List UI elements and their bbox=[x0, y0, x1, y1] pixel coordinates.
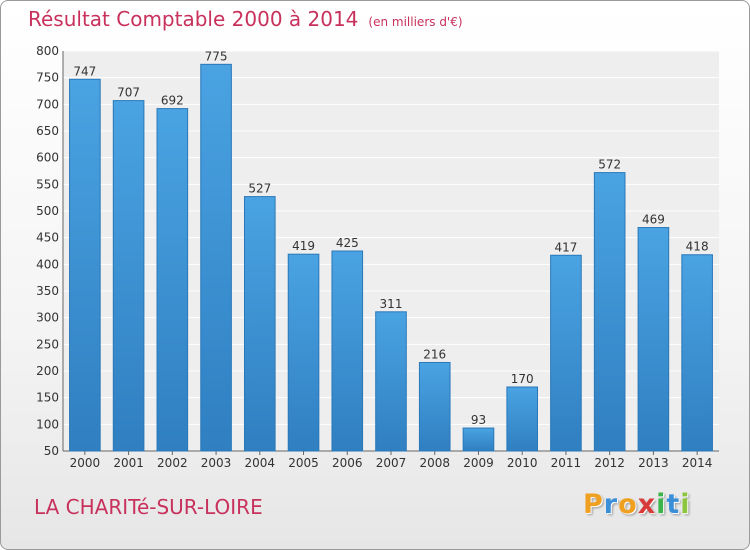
value-label-2002: 692 bbox=[161, 94, 184, 108]
logo-letter: t bbox=[666, 489, 681, 520]
x-tick-label-2004: 2004 bbox=[245, 456, 276, 470]
bar-2013 bbox=[637, 227, 670, 452]
bar-2002 bbox=[156, 108, 189, 452]
bar-2014 bbox=[681, 254, 713, 452]
city-name: LA CHARITé-SUR-LOIRE bbox=[34, 495, 263, 519]
value-label-2011: 417 bbox=[554, 240, 577, 254]
y-tick-label: 550 bbox=[36, 177, 59, 191]
x-tick-label-2014: 2014 bbox=[682, 456, 713, 470]
y-tick-label: 450 bbox=[36, 231, 59, 245]
bar-2000 bbox=[69, 78, 101, 452]
logo-letter: i bbox=[680, 489, 691, 520]
value-label-2000: 747 bbox=[73, 64, 96, 78]
bar-2004 bbox=[243, 196, 276, 452]
x-tick-label-2003: 2003 bbox=[201, 456, 232, 470]
y-tick-label: 650 bbox=[36, 124, 59, 138]
x-tick-label-2013: 2013 bbox=[638, 456, 669, 470]
chart-title: Résultat Comptable 2000 à 2014 (en millie… bbox=[28, 7, 463, 31]
value-label-2012: 572 bbox=[598, 158, 621, 172]
y-tick-label: 300 bbox=[36, 311, 59, 325]
bar-2010 bbox=[506, 386, 539, 452]
x-tick-label-2007: 2007 bbox=[376, 456, 407, 470]
y-tick-label: 100 bbox=[36, 417, 59, 431]
y-tick-label: 600 bbox=[36, 151, 59, 165]
y-tick-label: 250 bbox=[36, 337, 59, 351]
bar-2012 bbox=[593, 172, 626, 452]
x-tick-label-2000: 2000 bbox=[70, 456, 101, 470]
logo-letter: r bbox=[603, 489, 619, 520]
value-label-2014: 418 bbox=[686, 240, 709, 254]
y-tick-label: 400 bbox=[36, 257, 59, 271]
y-tick-label: 700 bbox=[36, 97, 59, 111]
x-tick-label-2009: 2009 bbox=[463, 456, 494, 470]
y-tick-label: 50 bbox=[44, 444, 59, 458]
value-label-2001: 707 bbox=[117, 86, 140, 100]
x-tick-label-2002: 2002 bbox=[157, 456, 188, 470]
x-tick-label-2005: 2005 bbox=[288, 456, 319, 470]
chart-subtitle: (en milliers d'€) bbox=[368, 15, 463, 29]
value-label-2010: 170 bbox=[511, 372, 534, 386]
value-label-2004: 527 bbox=[248, 182, 271, 196]
bar-2009 bbox=[462, 427, 495, 452]
bar-2006 bbox=[331, 250, 364, 452]
value-label-2008: 216 bbox=[423, 347, 446, 361]
bar-2007 bbox=[375, 311, 407, 452]
x-tick-label-2011: 2011 bbox=[551, 456, 582, 470]
logo-letter: o bbox=[618, 489, 638, 520]
x-tick-label-2006: 2006 bbox=[332, 456, 363, 470]
chart-title-text: Résultat Comptable 2000 à 2014 bbox=[28, 7, 359, 31]
y-tick-label: 350 bbox=[36, 284, 59, 298]
x-tick-label-2010: 2010 bbox=[507, 456, 538, 470]
x-tick-label-2008: 2008 bbox=[419, 456, 450, 470]
x-tick-label-2012: 2012 bbox=[594, 456, 625, 470]
bar-2005 bbox=[287, 253, 320, 452]
y-tick-label: 500 bbox=[36, 204, 59, 218]
logo-letter: i bbox=[656, 489, 667, 520]
x-tick-label-2001: 2001 bbox=[113, 456, 144, 470]
proxiti-logo: Proxiti bbox=[583, 489, 691, 520]
y-tick-label: 150 bbox=[36, 391, 59, 405]
value-label-2013: 469 bbox=[642, 213, 665, 227]
value-label-2005: 419 bbox=[292, 239, 315, 253]
value-label-2003: 775 bbox=[205, 49, 228, 63]
value-label-2009: 93 bbox=[471, 413, 486, 427]
y-tick-label: 800 bbox=[36, 44, 59, 58]
value-label-2007: 311 bbox=[380, 297, 403, 311]
bar-2011 bbox=[550, 254, 582, 452]
bar-2001 bbox=[112, 100, 145, 452]
logo-letter: P bbox=[583, 489, 604, 520]
y-tick-label: 200 bbox=[36, 364, 59, 378]
bar-2008 bbox=[418, 361, 451, 452]
bar-2003 bbox=[200, 63, 232, 452]
value-label-2006: 425 bbox=[336, 236, 359, 250]
y-tick-label: 750 bbox=[36, 71, 59, 85]
logo-letter: x bbox=[637, 489, 657, 520]
